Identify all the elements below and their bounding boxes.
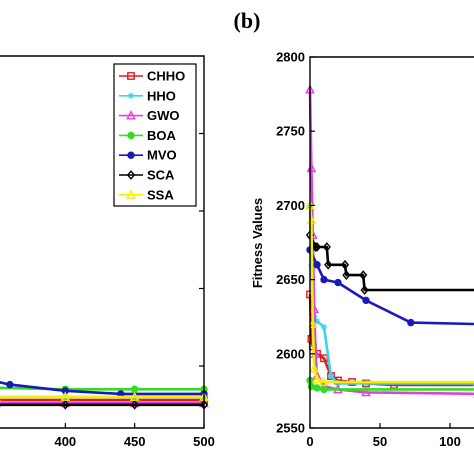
right-tick-labels: 0 50 100 2550 2600 2650 2700 2750 2800 [276, 50, 461, 450]
right-point-ssa [309, 363, 320, 373]
legend-marker-boa [127, 131, 135, 140]
right-point-sca [312, 242, 322, 252]
left-chart: 400 450 500 CHHO HHO GWO BOA MVO SCA SSA [0, 55, 215, 449]
legend-marker-hho [127, 92, 135, 99]
left-point-sca [61, 399, 70, 410]
legend-label-gwo: GWO [147, 108, 180, 123]
right-x-tick-label: 100 [439, 434, 461, 449]
right-point-hho [313, 317, 321, 325]
right-point-mvo [320, 275, 328, 284]
right-point-gwo [361, 386, 371, 397]
right-point-hho [362, 380, 370, 387]
right-axes-frame [309, 56, 474, 429]
right-point-mvo [313, 261, 321, 269]
right-y-tick-label: 2600 [276, 346, 305, 361]
left-x-tick-label: 450 [124, 434, 146, 449]
legend-label-sca: SCA [147, 168, 175, 183]
right-point-boa [320, 385, 328, 394]
right-x-tick-label: 0 [306, 434, 313, 449]
right-chart: 0 50 100 2550 2600 2650 2700 2750 2800 Fitness V… [250, 50, 474, 450]
legend-marker-chho [127, 72, 135, 80]
legend-marker-sca [126, 170, 136, 180]
right-series-line-gwo [308, 89, 474, 396]
left-series-line-boa [0, 386, 204, 391]
right-point-mvo [334, 278, 342, 287]
left-tick-labels: 400 450 500 [54, 434, 214, 449]
right-y-tick-label: 2650 [276, 272, 305, 287]
left-point-ssa [129, 391, 140, 401]
right-x-tick-label: 50 [373, 434, 387, 449]
right-axes-box [309, 56, 474, 429]
right-point-ssa [319, 376, 329, 386]
left-axes-box [0, 55, 205, 429]
right-point-boa [313, 384, 321, 392]
right-y-tick-label: 2800 [276, 50, 305, 65]
panel-label: (b) [234, 8, 261, 33]
legend-label-chho: CHHO [147, 69, 185, 84]
right-y-axis-label: Fitness Values [250, 198, 265, 288]
right-series-line-mvo [308, 249, 474, 326]
right-point-sca [322, 242, 331, 252]
left-series-lines [0, 380, 209, 410]
right-point-sca [324, 259, 333, 270]
legend-marker-mvo [127, 151, 135, 159]
right-y-tick-label: 2550 [276, 421, 305, 436]
right-point-mvo [407, 318, 415, 327]
right-series-line-hho [308, 205, 474, 385]
right-point-ssa [312, 373, 322, 383]
left-point-ssa [60, 391, 71, 401]
left-point-sca [130, 399, 139, 410]
legend-label-ssa: SSA [147, 187, 174, 202]
left-x-tick-label: 500 [193, 434, 215, 449]
legend-label-boa: BOA [147, 128, 177, 143]
right-point-sca [360, 285, 369, 295]
legend: CHHO HHO GWO BOA MVO SCA SSA [113, 63, 197, 207]
right-point-sca [311, 242, 320, 252]
right-y-tick-label: 2700 [276, 198, 305, 213]
right-point-sca [340, 259, 350, 270]
right-point-hho [327, 372, 335, 380]
left-series-line-mvo [0, 381, 204, 396]
right-point-ssa [307, 318, 318, 329]
right-point-sca [359, 270, 368, 281]
right-series-line-sca [308, 234, 474, 292]
right-point-hho [320, 323, 328, 331]
legend-label-hho: HHO [147, 88, 176, 103]
right-series-lines [305, 84, 474, 398]
right-y-tick-label: 2750 [276, 124, 305, 139]
right-series-line-chho [308, 294, 474, 387]
left-point-mvo [6, 380, 14, 389]
right-point-sca [342, 270, 351, 281]
left-x-tick-label: 400 [54, 434, 76, 449]
left-axes-frame [0, 55, 205, 429]
legend-label-mvo: MVO [147, 148, 177, 163]
right-point-mvo [362, 296, 370, 305]
legend-marker-gwo [126, 110, 136, 120]
right-series-line-ssa [308, 205, 474, 384]
right-point-hho [334, 380, 342, 387]
legend-marker-ssa [126, 189, 136, 199]
